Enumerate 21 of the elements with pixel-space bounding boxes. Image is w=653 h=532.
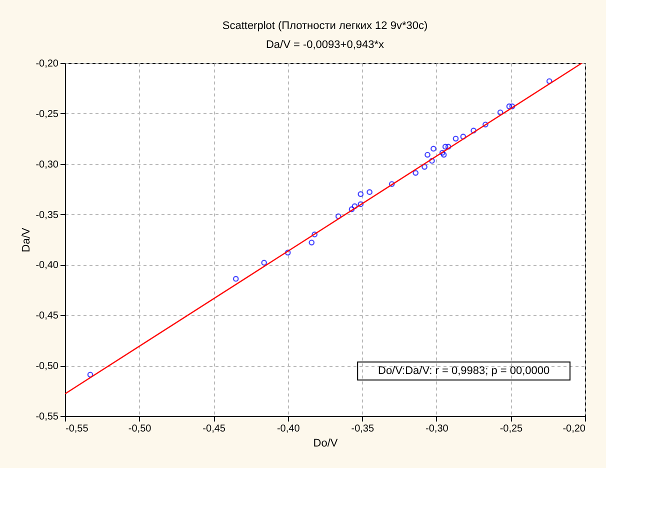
x-tick-label: -0,30 — [426, 424, 449, 434]
x-tick-label: -0,50 — [128, 424, 152, 434]
x-tick-label: -0,40 — [276, 424, 300, 434]
chart-title: Scatterplot (Плотности легких 12 9v*30c) — [222, 20, 428, 32]
y-tick-label: -0,40 — [36, 260, 59, 272]
y-tick-label: -0,55 — [36, 412, 59, 422]
x-tick-label: -0,45 — [202, 424, 226, 434]
x-tick-label: -0,35 — [351, 424, 374, 434]
y-tick-label: -0,20 — [36, 58, 59, 70]
y-tick-label: -0,25 — [36, 108, 59, 120]
y-tick-label: -0,45 — [36, 310, 59, 322]
x-tick-label: -0,25 — [500, 424, 524, 434]
y-tick-label: -0,50 — [36, 361, 59, 372]
y-tick-label: -0,30 — [36, 159, 59, 170]
x-tick-label: -0,55 — [66, 424, 89, 434]
annotation: Do/V:Da/V: r = 0,9983; p = 00,0000 — [378, 365, 550, 377]
y-tick-label: -0,35 — [36, 210, 59, 221]
chart-subtitle: Da/V = -0,0093+0,943*x — [266, 39, 385, 51]
x-axis-title: Do/V — [313, 438, 338, 450]
x-tick-label: -0,20 — [562, 424, 586, 434]
y-axis-title: Da/V — [20, 227, 33, 252]
